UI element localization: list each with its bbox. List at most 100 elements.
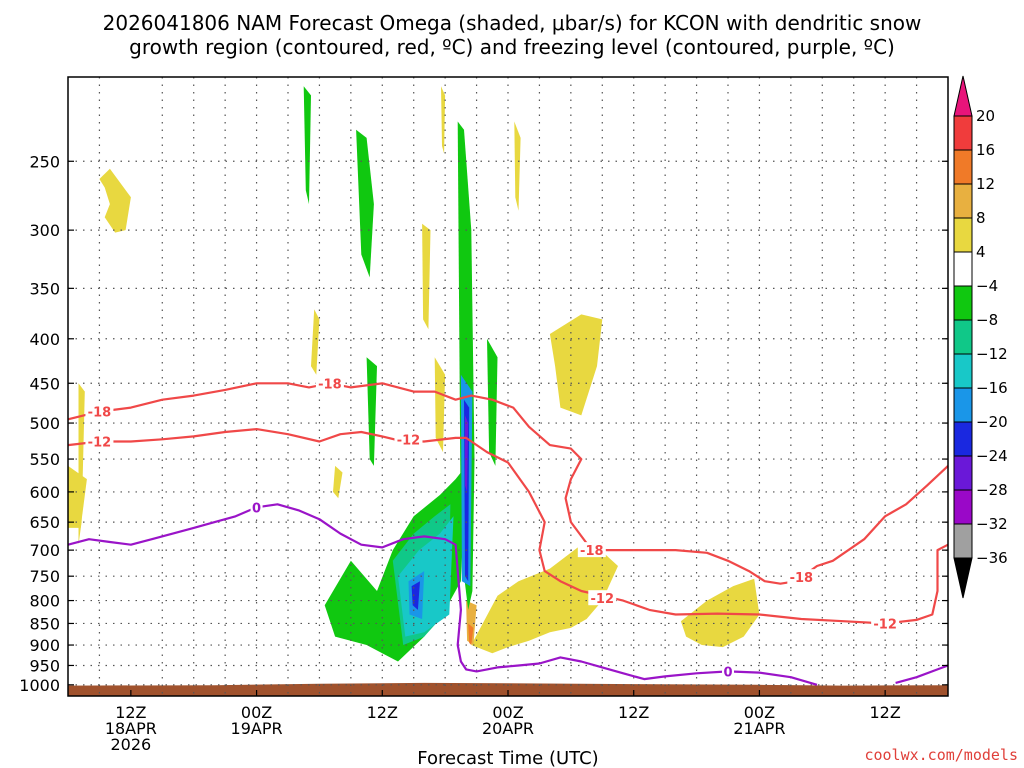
omega-shading-layer	[68, 86, 760, 662]
x-tick-label-60-0: 12Z	[618, 703, 649, 722]
contour-label-layer: -18 -12 -18 -12 -18 -18 -12 -12 0 0	[85, 375, 900, 680]
colorbar-box-4	[953, 251, 973, 287]
x-tick-label-72-0: 00Z	[744, 703, 775, 722]
omega-colorbar: 20 16 12 8 4 −4 −8 −12 −16 −20 −24 −28 −32 −36	[953, 75, 1008, 599]
contour-label-bg-2	[315, 375, 344, 391]
colorbar-label-13: −36	[976, 549, 1008, 567]
x-tick-label-48-1: 20APR	[482, 719, 534, 738]
contour-label-bg-4	[577, 542, 606, 558]
colorbar-label-2: 12	[976, 175, 995, 193]
omega-region-5	[422, 223, 431, 330]
omega-region-12	[466, 600, 477, 645]
omega-region-16	[366, 357, 377, 466]
contour-label-6: -12	[591, 592, 615, 607]
freezing-contour-0	[67, 503, 818, 686]
y-tick-label-1000: 1000	[19, 676, 60, 695]
y-tick-label-450: 450	[29, 374, 60, 393]
contour-label-bg-0	[85, 403, 114, 419]
x-tick-label-24-1: 19APR	[231, 719, 283, 738]
contour-label-bg-8	[250, 499, 263, 515]
contour-label-3: -12	[397, 433, 421, 448]
contour-label-5: -18	[790, 571, 814, 586]
colorbar-box-9	[953, 421, 973, 457]
contour-label-8: 0	[252, 501, 261, 516]
colorbar-box-7	[953, 353, 973, 389]
y-tick-label-900: 900	[29, 636, 60, 655]
y-tick-label-500: 500	[29, 414, 60, 433]
colorbar-box-11	[953, 489, 973, 525]
freezing-contour-1	[895, 664, 949, 684]
colorbar-label-6: −8	[976, 311, 998, 329]
y-tick-label-700: 700	[29, 541, 60, 560]
omega-region-14	[303, 86, 311, 205]
contour-label-bg-3	[394, 431, 423, 447]
omega-region-8	[514, 121, 521, 211]
omega-region-13	[468, 623, 474, 645]
contour-label-7: -12	[873, 617, 897, 632]
y-tick-label-750: 750	[29, 567, 60, 586]
contour-label-4: -18	[580, 544, 604, 559]
colorbar-label-7: −12	[976, 345, 1008, 363]
colorbar-label-9: −20	[976, 413, 1008, 431]
contour-label-9: 0	[723, 665, 732, 680]
colorbar-box-0	[953, 115, 973, 151]
colorbar-box-3	[953, 217, 973, 253]
contour-label-bg-7	[871, 615, 900, 631]
source-credit: coolwx.com/models	[864, 746, 1018, 764]
contour-label-bg-5	[787, 569, 816, 585]
y-tick-label-850: 850	[29, 614, 60, 633]
y-axis-pressure-ticks: 250 300 350 400 450 500 550 600 650 700 750 800 850 9…	[19, 152, 948, 695]
colorbar-label-1: 16	[976, 141, 995, 159]
x-tick-label-12-1: 18APR	[105, 719, 157, 738]
colorbar-box-10	[953, 455, 973, 491]
y-tick-label-650: 650	[29, 513, 60, 532]
colorbar-box-5	[953, 285, 973, 321]
contour-label-0: -18	[88, 406, 112, 421]
grid-layer	[68, 77, 948, 696]
y-tick-label-950: 950	[29, 656, 60, 675]
y-tick-label-400: 400	[29, 330, 60, 349]
omega-region-3	[311, 309, 320, 375]
colorbar-box-2	[953, 183, 973, 219]
contour-label-bg-1	[85, 433, 114, 449]
x-tick-label-12-0: 12Z	[115, 703, 146, 722]
contour-label-bg-9	[722, 663, 734, 679]
omega-region-26	[465, 415, 469, 492]
x-tick-label-24-0: 00Z	[241, 703, 272, 722]
omega-region-0	[99, 168, 131, 233]
omega-region-4	[333, 465, 343, 499]
omega-region-9	[549, 314, 603, 416]
y-tick-label-550: 550	[29, 450, 60, 469]
chart-title-line-2: growth region (contoured, red, ºC) and f…	[129, 35, 895, 59]
y-tick-label-300: 300	[29, 221, 60, 240]
y-tick-label-250: 250	[29, 152, 60, 171]
colorbar-label-4: 4	[976, 243, 986, 261]
omega-region-6	[434, 357, 446, 453]
colorbar-bottom-arrow	[953, 557, 973, 599]
contour-label-1: -12	[88, 435, 112, 450]
y-tick-label-800: 800	[29, 592, 60, 611]
x-tick-label-48-0: 00Z	[492, 703, 523, 722]
contour-label-2: -18	[318, 377, 342, 392]
contour-label-bg-6	[588, 590, 617, 606]
x-tick-label-36-0: 12Z	[367, 703, 398, 722]
chart-title-line-1: 2026041806 NAM Forecast Omega (shaded, μ…	[103, 11, 922, 35]
omega-region-15	[356, 129, 374, 278]
y-tick-label-350: 350	[29, 279, 60, 298]
x-tick-label-84-0: 12Z	[869, 703, 900, 722]
colorbar-box-6	[953, 319, 973, 355]
x-tick-label-72-1: 21APR	[733, 719, 785, 738]
y-tick-label-600: 600	[29, 483, 60, 502]
colorbar-box-8	[953, 387, 973, 423]
colorbar-label-5: −4	[976, 277, 998, 295]
colorbar-label-0: 20	[976, 107, 995, 125]
colorbar-label-8: −16	[976, 379, 1008, 397]
colorbar-label-11: −28	[976, 481, 1008, 499]
colorbar-label-10: −24	[976, 447, 1008, 465]
colorbar-label-12: −32	[976, 515, 1008, 533]
x-tick-label-12-2: 2026	[110, 735, 151, 754]
dendritic-contour-1	[67, 428, 949, 625]
